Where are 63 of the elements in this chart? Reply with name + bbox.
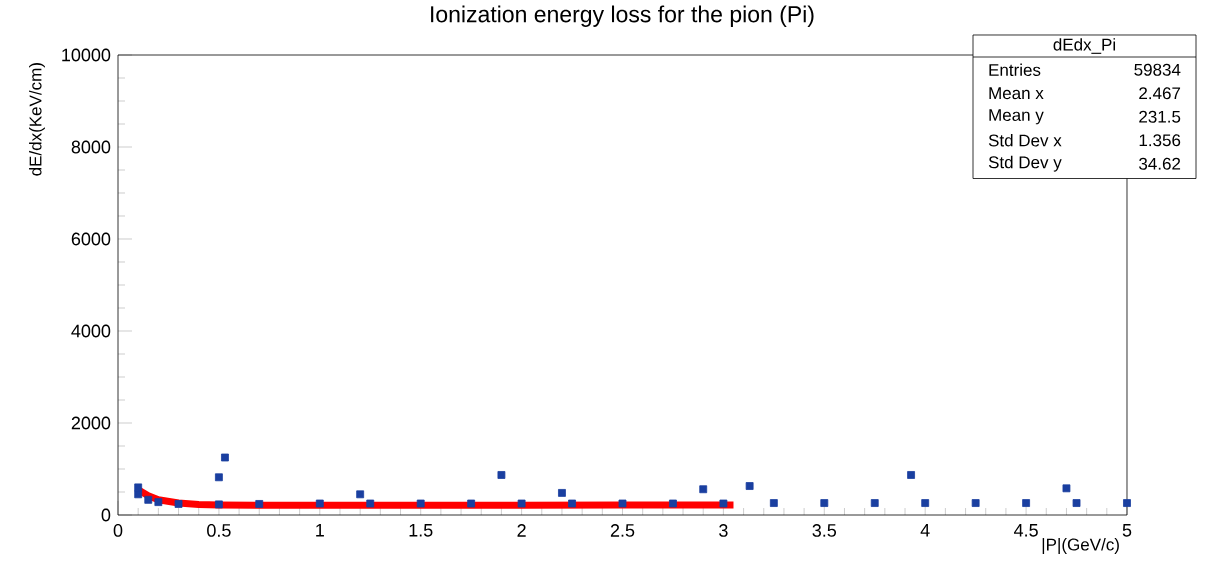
- point: [618, 499, 627, 508]
- point: [568, 499, 576, 508]
- annotation: Mean x: [989, 87, 1044, 100]
- point: [699, 485, 708, 494]
- point: [144, 495, 153, 504]
- text: 34.62: [1139, 157, 1181, 170]
- text: 2.467: [1139, 87, 1181, 100]
- y-tick-label: 0: [101, 508, 111, 522]
- x-tick-label: 5: [1122, 524, 1132, 537]
- point: [1022, 499, 1030, 507]
- point: [1072, 499, 1081, 507]
- point: [1062, 484, 1071, 493]
- y-tick-label: 8000: [71, 140, 111, 154]
- x-tick-label: 4: [920, 524, 930, 537]
- point: [921, 499, 930, 507]
- x-tick-label: 0.5: [207, 524, 231, 537]
- point: [215, 473, 223, 482]
- point: [971, 499, 980, 507]
- x-tick-label: 3.5: [812, 524, 837, 537]
- point: [366, 499, 375, 508]
- point: [215, 500, 223, 509]
- y-tick-label: 10000: [62, 48, 111, 62]
- point: [870, 499, 879, 507]
- x-tick-label: 2: [517, 524, 526, 537]
- text: 231.5: [1139, 110, 1181, 123]
- chart-title: Ionization energy loss for the pion (Pi): [431, 5, 814, 27]
- point: [174, 500, 183, 508]
- point: [669, 499, 677, 508]
- y-axis-title: dE/dx(KeV/cm): [29, 63, 45, 176]
- point: [134, 483, 143, 492]
- y-tick-label: 6000: [71, 232, 111, 246]
- point: [315, 499, 324, 508]
- point: [416, 499, 425, 508]
- y-tick-label: 4000: [71, 324, 111, 338]
- annotation: Std Dev y: [988, 155, 1062, 172]
- annotation: Std Dev x: [988, 134, 1062, 147]
- point: [517, 499, 526, 508]
- point: [719, 499, 728, 508]
- point: [820, 499, 829, 507]
- x-tick-label: 3: [719, 524, 728, 537]
- text: 59834: [1134, 63, 1181, 76]
- x-tick-label: 1: [316, 524, 324, 537]
- x-tick-label: 1.5: [409, 524, 433, 537]
- point: [467, 499, 476, 508]
- point: [745, 482, 754, 490]
- point: [769, 499, 778, 507]
- point: [255, 500, 264, 508]
- annotation: Mean y: [989, 109, 1044, 125]
- x-tick-label: 4.5: [1013, 524, 1038, 537]
- point: [907, 471, 915, 479]
- point: [497, 471, 506, 479]
- point: [221, 453, 229, 462]
- y-tick-label: 2000: [71, 416, 111, 430]
- point: [154, 498, 163, 507]
- point: [356, 490, 365, 499]
- annotation: Entries: [989, 63, 1041, 76]
- text: 1.356: [1139, 134, 1181, 147]
- x-tick-label: 2.5: [610, 524, 635, 537]
- x-axis-title: |P|(GeV/c): [1042, 538, 1119, 554]
- x-tick-label: 0: [113, 524, 123, 537]
- text: dEdx_Pi: [1053, 38, 1116, 54]
- point: [558, 489, 566, 497]
- point: [1123, 499, 1131, 507]
